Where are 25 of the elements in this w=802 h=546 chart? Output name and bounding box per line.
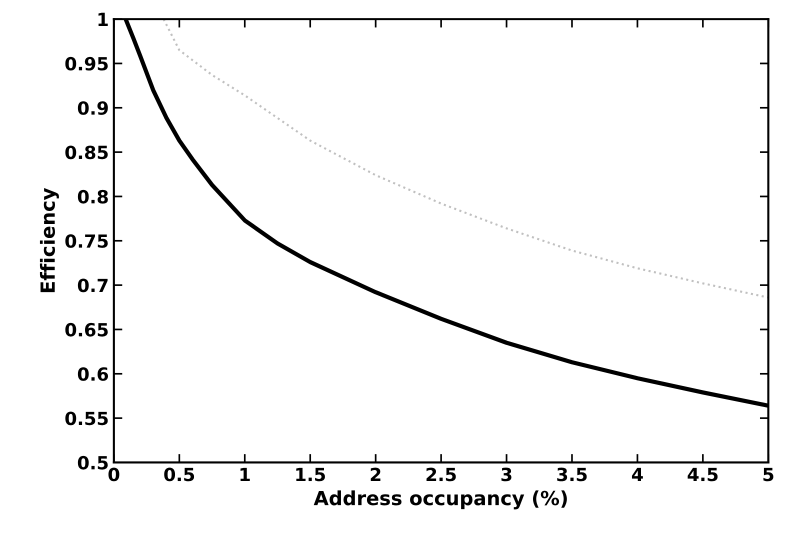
x-tick-label: 1 (240, 468, 250, 482)
line-series (162, 19, 768, 299)
y-tick-label: 0.85 (65, 146, 108, 160)
y-tick-label: 0.6 (78, 367, 108, 381)
y-tick-label: 0.65 (65, 322, 108, 337)
x-tick-label: 0.5 (164, 468, 194, 482)
y-tick-label: 1 (98, 12, 108, 26)
y-tick-label: 0.7 (78, 278, 108, 292)
x-tick-label: 2.5 (426, 468, 456, 482)
x-tick-label: 3.5 (557, 468, 587, 482)
x-tick-label: 0 (108, 468, 120, 482)
y-tick-label: 0.75 (65, 234, 108, 248)
y-tick-label: 0.55 (65, 412, 108, 426)
x-axis-title: Address occupancy (%) (314, 490, 567, 510)
x-tick-label: 2 (370, 468, 380, 482)
y-axis-title: Efficiency (40, 188, 59, 292)
y-tick-label: 0.95 (65, 56, 108, 71)
x-tick-label: 4.5 (688, 468, 718, 482)
x-tick-label: 1.5 (296, 468, 325, 482)
y-tick-label: 0.5 (78, 456, 108, 470)
x-tick-label: 4 (632, 468, 643, 482)
y-tick-label: 0.8 (78, 190, 108, 204)
x-tick-label: 3 (501, 468, 512, 482)
y-tick-label: 0.9 (78, 101, 108, 115)
x-tick-label: 5 (763, 468, 774, 482)
